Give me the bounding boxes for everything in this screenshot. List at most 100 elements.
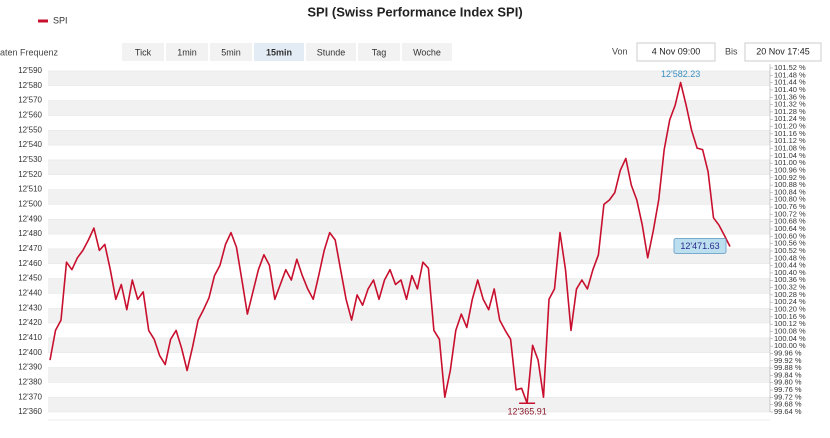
from-value[interactable]: 4 Nov 09:00 — [652, 46, 701, 56]
y2-tick-label: 100.56 % — [774, 239, 806, 248]
frequency-button[interactable] — [122, 43, 164, 61]
y-tick-label: 12'470 — [18, 244, 42, 253]
y-tick-label: 12'540 — [18, 140, 42, 149]
y2-tick-label: 101.52 % — [774, 63, 806, 72]
y-tick-label: 12'450 — [18, 274, 42, 283]
y2-tick-label: 101.16 % — [774, 129, 806, 138]
y2-tick-label: 100.00 % — [774, 341, 806, 350]
frequency-button[interactable] — [254, 43, 304, 61]
y-tick-label: 12'550 — [18, 125, 42, 134]
y2-tick-label: 100.08 % — [774, 326, 806, 335]
y2-tick-label: 99.88 % — [774, 363, 802, 372]
y2-tick-label: 100.96 % — [774, 165, 806, 174]
y2-tick-label: 99.68 % — [774, 400, 802, 409]
y-tick-label: 12'580 — [18, 81, 42, 90]
y-tick-label: 12'370 — [18, 392, 42, 401]
y2-tick-label: 101.24 % — [774, 114, 806, 123]
frequency-button-label[interactable]: Woche — [413, 47, 441, 57]
y2-tick-label: 101.04 % — [774, 151, 806, 160]
legend-label: SPI — [53, 15, 68, 25]
y2-tick-label: 100.68 % — [774, 217, 806, 226]
y2-tick-label: 100.72 % — [774, 209, 806, 218]
y2-tick-label: 100.60 % — [774, 231, 806, 240]
y2-tick-label: 100.44 % — [774, 261, 806, 270]
frequency-button[interactable] — [358, 43, 400, 61]
grid-band — [48, 367, 770, 383]
frequency-button-label[interactable]: Tag — [372, 47, 387, 57]
frequency-button-label[interactable]: 1min — [177, 47, 197, 57]
max-label: 12'582.23 — [661, 69, 700, 79]
y2-tick-label: 101.20 % — [774, 122, 806, 131]
y2-tick-label: 101.12 % — [774, 136, 806, 145]
frequency-button-label[interactable]: Stunde — [317, 47, 346, 57]
y2-tick-label: 100.64 % — [774, 224, 806, 233]
y2-tick-label: 100.32 % — [774, 283, 806, 292]
y2-tick-label: 100.12 % — [774, 319, 806, 328]
series-line — [49, 81, 731, 404]
to-label: Bis — [725, 46, 738, 56]
grid-band — [48, 100, 770, 116]
y-tick-label: 12'390 — [18, 363, 42, 372]
y2-tick-label: 99.80 % — [774, 378, 802, 387]
y-tick-label: 12'520 — [18, 170, 42, 179]
last-box — [673, 237, 727, 254]
frequency-button-label[interactable]: Tick — [135, 47, 152, 57]
from-label: Von — [612, 46, 628, 56]
frequency-button-label[interactable]: 5min — [221, 47, 241, 57]
grid-band — [48, 397, 770, 412]
y2-tick-label: 100.20 % — [774, 305, 806, 314]
y2-tick-label: 101.32 % — [774, 100, 806, 109]
y2-tick-label: 100.80 % — [774, 195, 806, 204]
y-tick-label: 12'410 — [18, 333, 42, 342]
y-tick-label: 12'360 — [18, 407, 42, 416]
y-tick-label: 12'430 — [18, 303, 42, 312]
frequency-button[interactable] — [166, 43, 208, 61]
y2-tick-label: 100.84 % — [774, 187, 806, 196]
grid-band — [48, 70, 770, 86]
min-label: 12'365.91 — [507, 407, 546, 417]
y2-tick-label: 101.48 % — [774, 70, 806, 79]
y-tick-label: 12'530 — [18, 155, 42, 164]
to-value[interactable]: 20 Nov 17:45 — [756, 46, 810, 56]
from-input[interactable] — [636, 42, 716, 62]
frequency-button[interactable] — [402, 43, 452, 61]
y2-tick-label: 99.92 % — [774, 356, 802, 365]
y-tick-label: 12'500 — [18, 200, 42, 209]
y2-tick-label: 99.76 % — [774, 385, 802, 394]
grid-band — [48, 189, 770, 205]
grid-band — [48, 337, 770, 353]
y2-tick-label: 101.08 % — [774, 143, 806, 152]
grid-band — [48, 159, 770, 175]
y-tick-label: 12'400 — [18, 348, 42, 357]
y2-tick-label: 99.96 % — [774, 348, 802, 357]
y2-tick-label: 100.04 % — [774, 334, 806, 343]
y2-tick-label: 99.84 % — [774, 370, 802, 379]
y2-tick-label: 100.48 % — [774, 253, 806, 262]
grid-band — [48, 130, 770, 146]
y-tick-label: 12'480 — [18, 229, 42, 238]
y2-tick-label: 101.28 % — [774, 107, 806, 116]
y-tick-label: 12'380 — [18, 377, 42, 386]
frequency-button[interactable] — [306, 43, 356, 61]
frequency-button[interactable] — [210, 43, 252, 61]
y2-tick-label: 100.88 % — [774, 180, 806, 189]
grid-band — [48, 248, 770, 264]
to-input[interactable] — [744, 42, 822, 62]
y2-tick-label: 101.44 % — [774, 78, 806, 87]
y-tick-label: 12'490 — [18, 214, 42, 223]
y2-tick-label: 100.16 % — [774, 312, 806, 321]
grid-band — [48, 219, 770, 235]
y2-tick-label: 100.24 % — [774, 297, 806, 306]
y2-tick-label: 101.00 % — [774, 158, 806, 167]
y2-tick-label: 99.72 % — [774, 392, 802, 401]
frequency-button-label[interactable]: 15min — [266, 47, 292, 57]
y2-tick-label: 101.36 % — [774, 92, 806, 101]
y-tick-label: 12'440 — [18, 288, 42, 297]
y2-tick-label: 100.36 % — [774, 275, 806, 284]
y-tick-label: 12'590 — [18, 66, 42, 75]
y2-tick-label: 100.40 % — [774, 268, 806, 277]
chart-title: SPI (Swiss Performance Index SPI) — [307, 4, 522, 19]
y-tick-label: 12'570 — [18, 96, 42, 105]
y-tick-label: 12'560 — [18, 111, 42, 120]
